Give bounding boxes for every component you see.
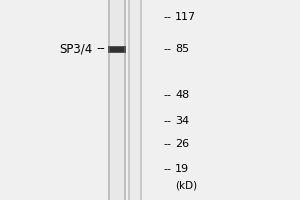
Bar <box>108 0 110 200</box>
Text: 34: 34 <box>175 116 189 126</box>
Bar <box>128 0 142 200</box>
Text: --: -- <box>96 43 105 55</box>
Text: SP3/4: SP3/4 <box>60 43 93 55</box>
Bar <box>124 0 126 200</box>
Text: --: -- <box>163 139 171 149</box>
Text: 117: 117 <box>175 12 196 22</box>
Text: 85: 85 <box>175 44 189 54</box>
Text: 48: 48 <box>175 90 189 100</box>
Text: --: -- <box>163 116 171 126</box>
Text: 19: 19 <box>175 164 189 174</box>
Text: --: -- <box>163 12 171 22</box>
Text: --: -- <box>163 164 171 174</box>
Bar <box>108 0 126 200</box>
Text: (kD): (kD) <box>175 180 197 190</box>
Bar <box>128 0 130 200</box>
Bar <box>110 46 124 51</box>
Text: --: -- <box>163 44 171 54</box>
Bar <box>140 0 142 200</box>
Text: 26: 26 <box>175 139 189 149</box>
Text: --: -- <box>163 90 171 100</box>
Bar <box>108 46 126 52</box>
